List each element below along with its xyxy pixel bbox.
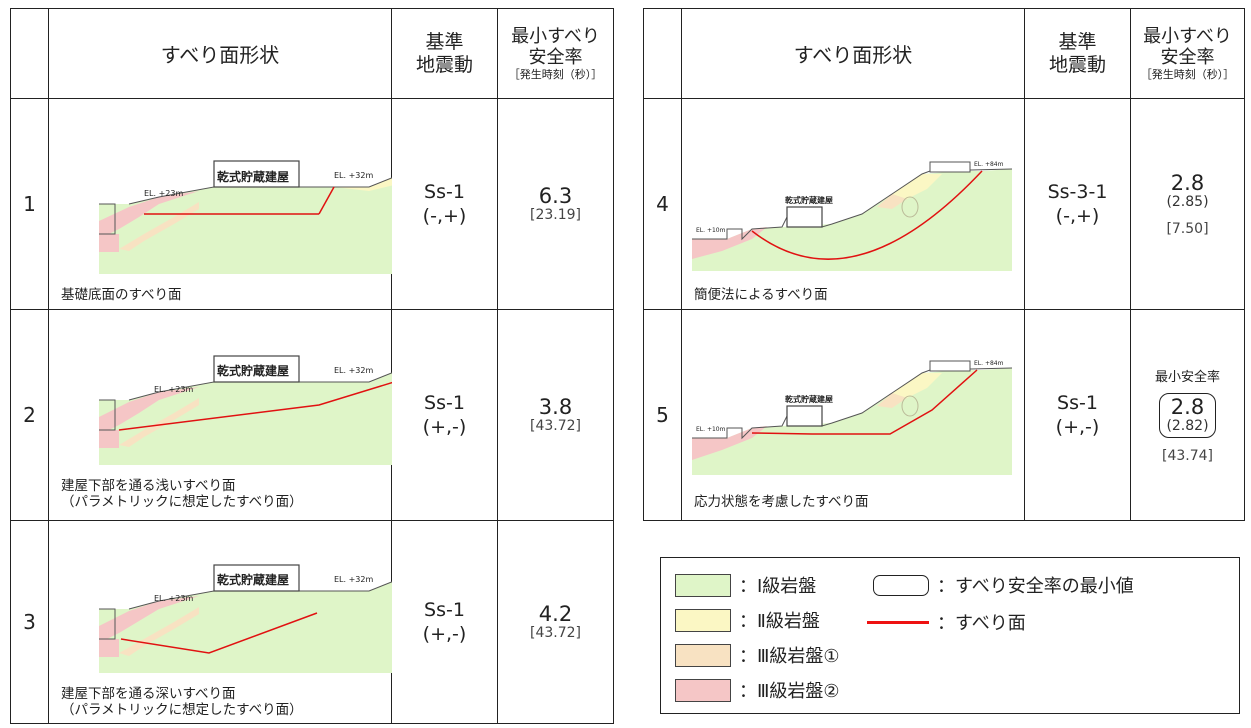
elevation-label: EL. +23m: [154, 385, 194, 394]
elevation-label: EL. +32m: [334, 171, 374, 180]
building-label: 乾式貯蔵建屋: [785, 196, 833, 205]
ground-motion: Ss-3-1 (-,+): [1024, 98, 1131, 310]
swatch-class3b: [675, 678, 731, 702]
header-safety-factor: 最小すべり 安全率 ［発生時刻（秒）］: [497, 8, 614, 99]
row-number: 4: [643, 98, 682, 310]
slip-line-icon: [867, 620, 929, 624]
ground-motion: Ss-1 (+,-): [391, 520, 498, 724]
diagram-cell: 乾式貯蔵建屋 EL. +23m EL. +32m 建屋下部を通る浅いすべり面 （パ…: [48, 309, 392, 521]
slope-diagram: [99, 355, 392, 465]
header-shape: すべり面形状: [681, 8, 1025, 99]
header-no: [10, 8, 49, 99]
caption: 建屋下部を通る浅いすべり面 （パラメトリックに想定したすべり面）: [61, 478, 303, 510]
header-eq: 基準 地震動: [1024, 8, 1131, 99]
slope-diagram: [692, 161, 1013, 271]
caption: 建屋下部を通る深いすべり面 （パラメトリックに想定したすべり面）: [61, 686, 303, 718]
legend-item: ：Ⅲ級岩盤①: [675, 642, 840, 668]
left-table: すべり面形状 基準 地震動 最小すべり 安全率 ［発生時刻（秒）］ 1 乾式貯蔵建屋 …: [10, 8, 614, 724]
header-shape: すべり面形状: [48, 8, 392, 99]
min-safety-label: 最小安全率: [1154, 370, 1220, 385]
legend-item: ：すべり安全率の最小値: [873, 572, 1134, 598]
building-label: 乾式貯蔵建屋: [217, 170, 290, 184]
elevation-label: EL. +10m: [696, 227, 726, 234]
legend-item: ：Ⅲ級岩盤②: [675, 677, 840, 703]
right-table: すべり面形状 基準 地震動 最小すべり 安全率 ［発生時刻（秒）］ 4 乾式貯蔵建屋 …: [643, 8, 1245, 521]
safety-factor: 4.2 [43.72]: [497, 520, 614, 724]
diagram-cell: 乾式貯蔵建屋 EL. +23m EL. +32m 建屋下部を通る深いすべり面 （パ…: [48, 520, 392, 724]
ground-motion: Ss-1 (+,-): [1024, 309, 1131, 521]
row-number: 5: [643, 309, 682, 521]
header-eq: 基準 地震動: [391, 8, 498, 99]
building-label: 乾式貯蔵建屋: [217, 364, 290, 378]
safety-factor: 3.8 [43.72]: [497, 309, 614, 521]
slope-diagram: [99, 564, 392, 673]
safety-factor: 6.3 [23.19]: [497, 98, 614, 310]
header-no: [643, 8, 682, 99]
legend-item: ：Ⅱ級岩盤: [675, 607, 820, 633]
legend: ：Ⅰ級岩盤 ：Ⅱ級岩盤 ：Ⅲ級岩盤① ：Ⅲ級岩盤② ：すべり安全率の最小値 ：す…: [660, 557, 1240, 714]
min-safety-box: 2.8 (2.82): [1159, 393, 1216, 438]
ground-motion: Ss-1 (-,+): [391, 98, 498, 310]
swatch-class1: [675, 573, 731, 597]
header-safety-factor: 最小すべり 安全率 ［発生時刻（秒）］: [1130, 8, 1245, 99]
elevation-label: EL. +84m: [974, 360, 1004, 367]
elevation-label: EL. +10m: [696, 426, 726, 433]
safety-factor: 2.8 (2.85) [7.50]: [1130, 98, 1245, 310]
elevation-label: EL. +84m: [974, 161, 1004, 168]
caption: 簡便法によるすべり面: [694, 287, 828, 303]
elevation-label: EL. +32m: [334, 366, 374, 375]
legend-item: ：すべり面: [867, 609, 1026, 635]
elevation-label: EL. +32m: [334, 575, 374, 584]
safety-factor: 最小安全率 2.8 (2.82) [43.74]: [1130, 309, 1245, 521]
legend-item: ：Ⅰ級岩盤: [675, 572, 816, 598]
diagram-cell: 乾式貯蔵建屋 EL. +10m EL. +84m 簡便法によるすべり面: [681, 98, 1025, 310]
row-number: 1: [10, 98, 49, 310]
swatch-class2: [675, 608, 731, 632]
ground-motion: Ss-1 (+,-): [391, 309, 498, 521]
row-number: 3: [10, 520, 49, 724]
elevation-label: EL. +23m: [154, 594, 194, 603]
row-number: 2: [10, 309, 49, 521]
caption: 基礎底面のすべり面: [61, 287, 182, 303]
slope-diagram: [692, 360, 1013, 475]
building-label: 乾式貯蔵建屋: [785, 395, 833, 404]
min-value-icon: [873, 574, 929, 596]
swatch-class3a: [675, 643, 731, 667]
diagram-cell: 乾式貯蔵建屋 EL. +23m EL. +32m 基礎底面のすべり面: [48, 98, 392, 310]
elevation-label: EL. +23m: [144, 189, 184, 198]
building-label: 乾式貯蔵建屋: [217, 573, 290, 587]
slope-diagram: [99, 160, 392, 274]
diagram-cell: 乾式貯蔵建屋 EL. +10m EL. +84m 応力状態を考慮したすべり面: [681, 309, 1025, 521]
caption: 応力状態を考慮したすべり面: [694, 494, 869, 510]
